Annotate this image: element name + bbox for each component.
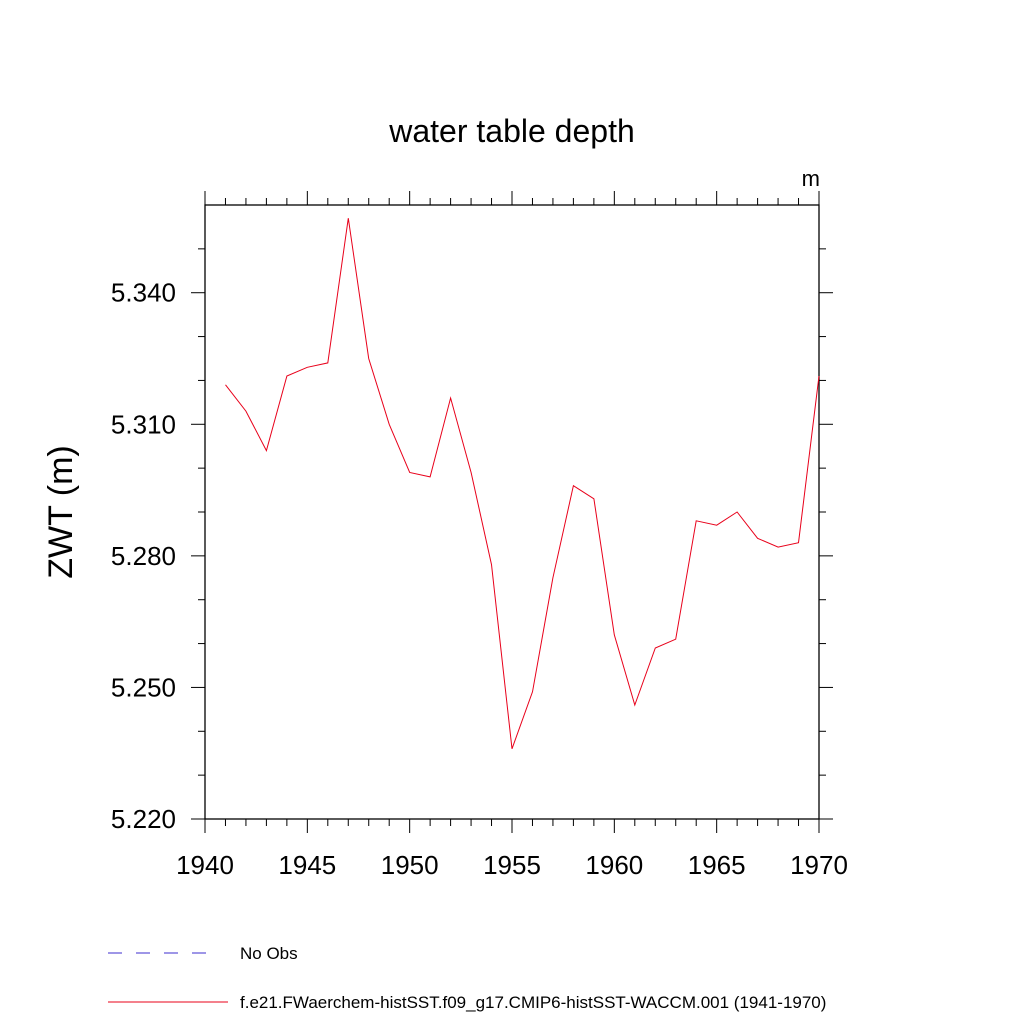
axis-ticks [191,191,833,833]
legend-label-series: f.e21.FWaerchem-histSST.f09_g17.CMIP6-hi… [240,993,826,1012]
y-tick-label: 5.280 [111,541,176,571]
units-label: m [802,166,820,191]
series-line [225,218,820,749]
x-tick-label: 1940 [176,850,234,880]
x-tick-label: 1970 [790,850,848,880]
x-tick-label: 1960 [585,850,643,880]
chart-title: water table depth [388,113,635,149]
y-tick-label: 5.250 [111,672,176,702]
legend: No Obs f.e21.FWaerchem-histSST.f09_g17.C… [108,944,826,1012]
y-axis-label: ZWT (m) [42,445,80,578]
x-tick-label: 1950 [381,850,439,880]
y-tick-label: 5.220 [111,804,176,834]
x-tick-label: 1955 [483,850,541,880]
legend-label-no-obs: No Obs [240,944,298,963]
series-lines [225,218,820,749]
plot-frame [204,204,820,820]
x-tick-label: 1965 [688,850,746,880]
x-tick-label: 1945 [278,850,336,880]
y-tick-label: 5.340 [111,278,176,308]
y-tick-label: 5.310 [111,409,176,439]
y-tick-labels: 5.220 5.250 5.280 5.310 5.340 [111,278,176,834]
x-tick-labels: 1940 1945 1950 1955 1960 1965 1970 [176,850,848,880]
